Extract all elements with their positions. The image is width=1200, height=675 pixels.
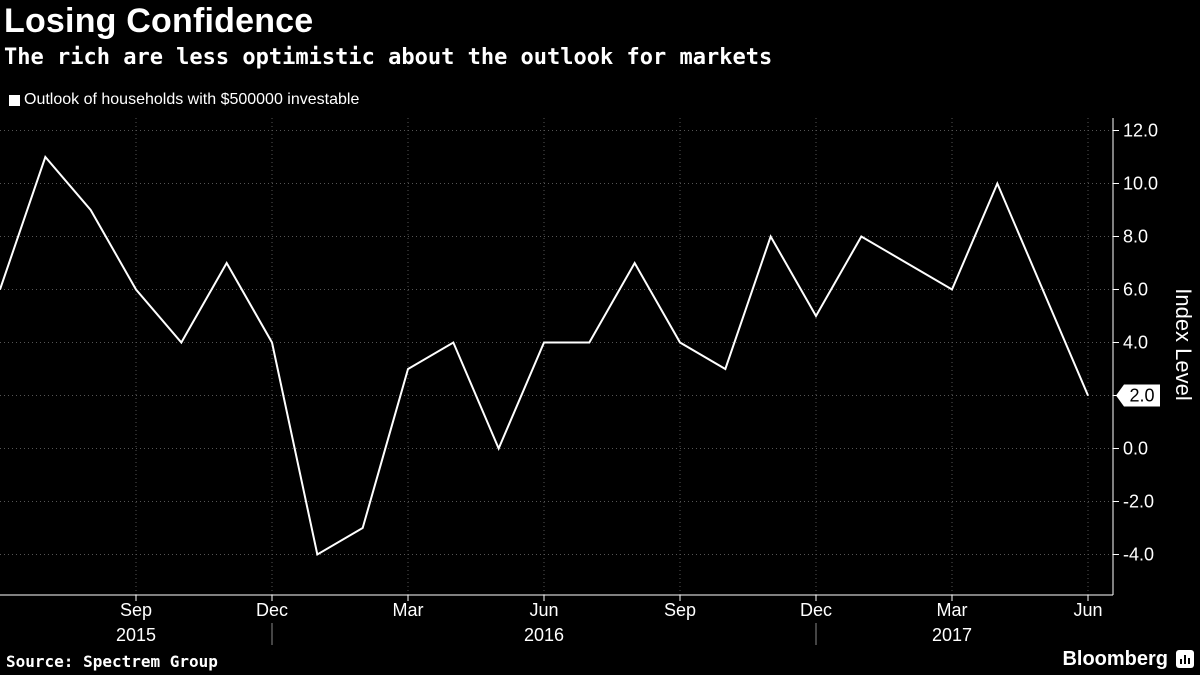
grid-lines [0,118,1113,595]
x-tick-label: Mar [393,600,424,620]
data-point [996,183,998,184]
line-chart: 12.0 10.0 8.0 6.0 4.0 0.0 -2.0 -4.0 Sep Dec Mar Jun… [0,118,1196,646]
x-tick-label: Sep [664,600,696,620]
data-point [906,262,908,264]
chart-subtitle: The rich are less optimistic about the o… [4,45,773,70]
source-note: Source: Spectrem Group [6,652,218,671]
y-tick-label: 10.0 [1123,174,1158,194]
data-point [452,342,454,343]
y-tick-label: 6.0 [1123,280,1148,300]
data-point [498,448,500,449]
data-point [44,156,46,158]
x-tick-label: Sep [120,600,152,620]
x-year-label: 2015 [116,625,156,645]
data-point [543,342,545,343]
legend-label: Outlook of households with $500000 inves… [24,91,360,108]
x-tick-label: Mar [937,600,968,620]
y-tick-label: 0.0 [1123,439,1148,459]
x-year-label: 2016 [524,625,564,645]
data-point [1042,289,1044,290]
data-point [679,342,681,343]
data-point [634,262,636,264]
x-tick-label: Dec [256,600,288,620]
data-point [135,289,137,290]
x-tick-label: Dec [800,600,832,620]
brand-logo-text: Bloomberg [1062,648,1168,670]
data-point [1087,395,1089,396]
chart-title: Losing Confidence [4,2,314,40]
x-year-label: 2017 [932,625,972,645]
y-tick-label: -4.0 [1123,545,1154,565]
y-tick-label: 4.0 [1123,333,1148,353]
data-point [860,236,862,237]
y-tick-label: 8.0 [1123,227,1148,247]
last-value-tag [1116,384,1160,407]
data-point [724,368,726,370]
legend-swatch [9,94,20,106]
data-point [362,527,364,529]
data-point [407,368,409,370]
axis-labels: 12.0 10.0 8.0 6.0 4.0 0.0 -2.0 -4.0 Sep Dec Mar Jun… [116,121,1196,646]
axes [0,118,1119,645]
data-point [0,289,1,290]
series [0,155,1089,557]
data-point [226,262,228,264]
last-value-label: 2.0 [1129,386,1154,406]
y-tick-label: 12.0 [1123,121,1158,141]
y-axis-title: Index Level [1171,288,1196,401]
data-point [951,289,953,290]
y-tick-label: -2.0 [1123,492,1154,512]
data-point [90,209,92,211]
x-tick-label: Jun [1073,600,1102,620]
data-point [271,342,273,343]
data-point [316,554,318,555]
data-point [588,342,590,343]
chart-legend: Outlook of households with $500000 inves… [9,91,359,109]
bloomberg-chart-icon [1176,650,1194,668]
data-point [180,342,182,343]
x-tick-label: Jun [529,600,558,620]
data-point [770,236,772,237]
data-point [815,315,817,317]
